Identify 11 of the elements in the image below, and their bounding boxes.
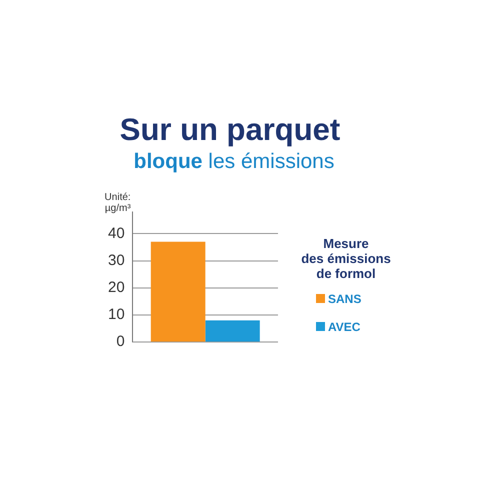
legend-label: AVEC	[328, 320, 361, 334]
y-axis-title: Unité: µg/m³	[104, 192, 132, 214]
chart-title: Sur un parquet	[120, 112, 340, 147]
legend-title: Mesure des émissions de formol	[301, 236, 391, 281]
legend-label: SANS	[328, 292, 362, 306]
y-tick-label: 30	[108, 252, 125, 269]
y-tick-label: 0	[116, 333, 125, 350]
chart-subtitle: bloque les émissions	[134, 150, 334, 173]
y-tick-label: 20	[108, 278, 125, 296]
y-tick-label: 40	[108, 224, 125, 242]
y-tick-label: 10	[108, 306, 125, 324]
